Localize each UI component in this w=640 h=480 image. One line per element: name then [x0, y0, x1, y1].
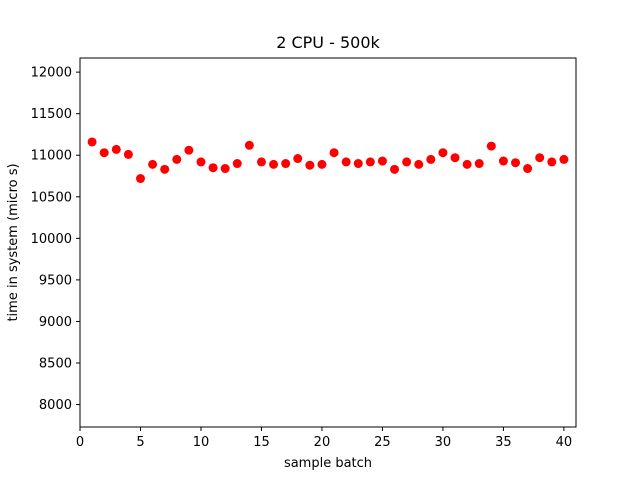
data-point	[281, 159, 291, 169]
data-point	[438, 148, 448, 158]
data-point	[462, 159, 472, 169]
x-tick-label: 0	[76, 435, 84, 450]
data-point	[87, 137, 97, 147]
data-point	[390, 164, 400, 174]
data-point	[353, 159, 363, 169]
data-point	[111, 144, 121, 154]
y-axis-label: time in system (micro s)	[6, 163, 21, 321]
data-point	[377, 156, 387, 166]
y-tick-label: 10000	[31, 232, 72, 247]
x-tick-label: 30	[435, 435, 452, 450]
x-axis-label: sample batch	[284, 456, 372, 471]
data-point	[486, 141, 496, 151]
x-tick-label: 15	[253, 435, 270, 450]
data-point	[450, 153, 460, 163]
data-point	[535, 153, 545, 163]
y-tick-label: 12000	[31, 66, 72, 81]
data-point	[547, 157, 557, 167]
data-point	[184, 145, 194, 155]
data-point	[498, 156, 508, 166]
data-point	[559, 154, 569, 164]
data-point	[244, 140, 254, 150]
x-tick-label: 40	[556, 435, 573, 450]
data-point	[123, 149, 133, 159]
y-tick-label: 11500	[31, 107, 72, 122]
y-tick-label: 8500	[39, 357, 72, 372]
data-points	[87, 137, 569, 184]
y-tick-label: 10500	[31, 190, 72, 205]
chart-title: 2 CPU - 500k	[276, 33, 380, 52]
x-tick-label: 5	[136, 435, 144, 450]
data-point	[329, 148, 339, 158]
data-point	[293, 154, 303, 164]
data-point	[232, 159, 242, 169]
data-point	[220, 164, 230, 174]
data-point	[148, 159, 158, 169]
data-point	[99, 148, 109, 158]
data-point	[256, 157, 266, 167]
data-point	[414, 159, 424, 169]
data-point	[426, 154, 436, 164]
data-point	[317, 159, 327, 169]
data-point	[511, 158, 521, 168]
x-tick-label: 10	[193, 435, 210, 450]
x-tick-label: 35	[495, 435, 512, 450]
data-point	[269, 159, 279, 169]
data-point	[341, 157, 351, 167]
y-tick-label: 11000	[31, 149, 72, 164]
data-point	[402, 157, 412, 167]
data-point	[208, 163, 218, 173]
data-point	[523, 164, 533, 174]
y-axis: 8000 8500 9000 9500 10000 10500 11000 11500 1200…	[31, 66, 80, 413]
x-tick-label: 20	[314, 435, 331, 450]
data-point	[196, 157, 206, 167]
x-axis: 0 5 10 15 20 25 30 35 40	[76, 427, 572, 450]
data-point	[160, 164, 170, 174]
x-tick-label: 25	[374, 435, 391, 450]
data-point	[474, 159, 484, 169]
y-tick-label: 8000	[39, 398, 72, 413]
data-point	[305, 160, 315, 170]
y-tick-label: 9500	[39, 273, 72, 288]
axes-frame	[79, 57, 577, 428]
y-tick-label: 9000	[39, 315, 72, 330]
data-point	[135, 174, 145, 184]
data-point	[172, 154, 182, 164]
data-point	[365, 157, 375, 167]
